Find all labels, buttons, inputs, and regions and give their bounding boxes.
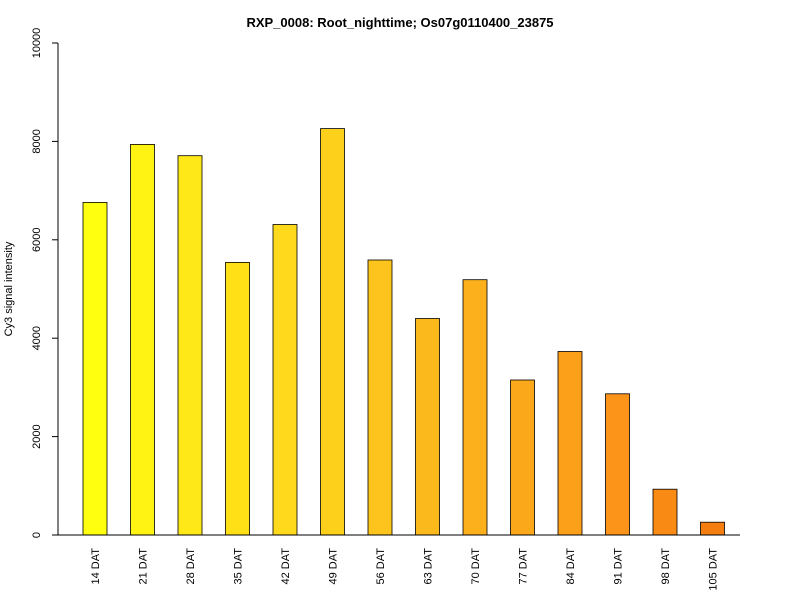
- x-tick-label: 105 DAT: [708, 548, 720, 591]
- bar: [700, 521, 725, 536]
- y-axis: 0 2000 4000 6000 8000 10000: [31, 28, 59, 538]
- x-tick-label: 84 DAT: [565, 548, 577, 585]
- bar: [177, 155, 203, 536]
- y-tick-label: 4000: [31, 326, 43, 350]
- x-tick-label: 28 DAT: [185, 548, 197, 585]
- x-tick-label: 63 DAT: [423, 548, 435, 585]
- bar: [130, 143, 155, 536]
- chart-title: RXP_0008: Root_nighttime; Os07g0110400_2…: [246, 15, 553, 30]
- x-axis: 14 DAT 21 DAT 28 DAT 35 DAT 42 DAT 49 DAT 56 D…: [58, 534, 740, 591]
- y-tick-label: 8000: [31, 129, 43, 153]
- bar: [462, 279, 488, 536]
- y-tick-label: 6000: [31, 228, 43, 252]
- bar: [320, 128, 345, 536]
- x-tick-label: 70 DAT: [470, 548, 482, 585]
- bar: [415, 318, 440, 536]
- x-tick-label: 91 DAT: [613, 548, 625, 585]
- x-tick-label: 77 DAT: [518, 548, 530, 585]
- x-tick-label: 56 DAT: [375, 548, 387, 585]
- x-tick-label: 21 DAT: [138, 548, 150, 585]
- x-tick-label: 35 DAT: [233, 548, 245, 585]
- bar: [367, 259, 393, 536]
- x-tick-label: 14 DAT: [90, 548, 102, 585]
- x-tick-label: 98 DAT: [660, 548, 672, 585]
- bar: [652, 488, 678, 536]
- y-tick-label: 2000: [31, 424, 43, 448]
- bar: [272, 224, 298, 536]
- y-axis-label: Cy3 signal intensity: [3, 241, 15, 336]
- bar: [605, 393, 630, 536]
- y-tick-label: 10000: [31, 28, 43, 59]
- bars-group: [82, 128, 725, 536]
- bar: [557, 351, 583, 536]
- y-tick-label: 0: [31, 532, 43, 538]
- bar: [82, 201, 108, 536]
- bar: [510, 379, 535, 536]
- x-tick-label: 42 DAT: [280, 548, 292, 585]
- x-tick-label: 49 DAT: [328, 548, 340, 585]
- bar: [225, 261, 250, 536]
